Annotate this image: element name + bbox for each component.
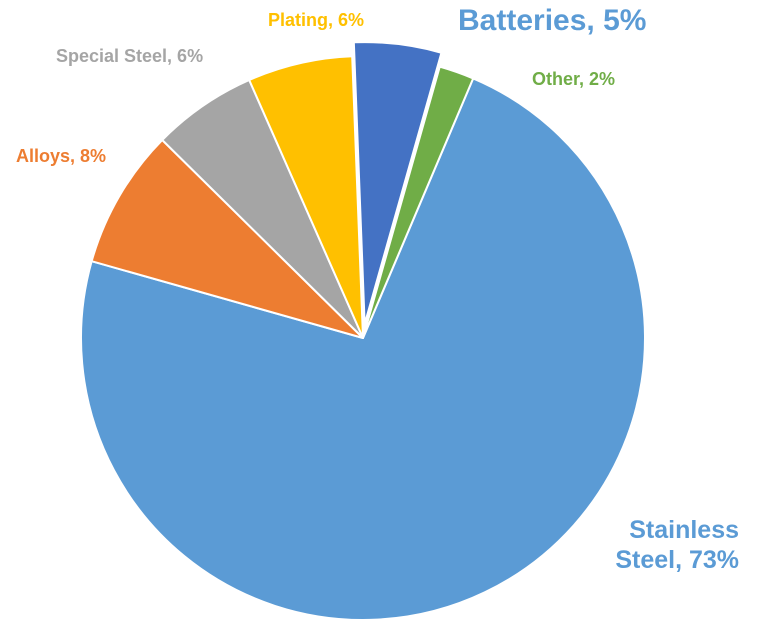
pie-slice-other bbox=[362, 65, 475, 339]
data-label-plating: Plating, 6% bbox=[268, 10, 365, 30]
pie-slice-stainless-steel bbox=[80, 77, 646, 620]
pie-slice-batteries bbox=[352, 41, 443, 326]
data-label-stainless-line-2: Steel, 73% bbox=[615, 546, 739, 574]
data-label-alloys: Alloys, 8% bbox=[16, 146, 107, 166]
pie-slices bbox=[80, 41, 646, 620]
data-label-special-steel: Special Steel, 6% bbox=[56, 46, 204, 66]
data-label-stainless-line-1: Stainless bbox=[629, 516, 739, 544]
pie-slice-alloys bbox=[90, 138, 364, 339]
pie-slice-plating bbox=[248, 55, 364, 339]
data-label-other: Other, 2% bbox=[532, 69, 616, 89]
data-label-batteries: Batteries, 5% bbox=[458, 4, 647, 37]
data-label-stainless-steel: Stainless Steel, 73% bbox=[615, 515, 739, 575]
